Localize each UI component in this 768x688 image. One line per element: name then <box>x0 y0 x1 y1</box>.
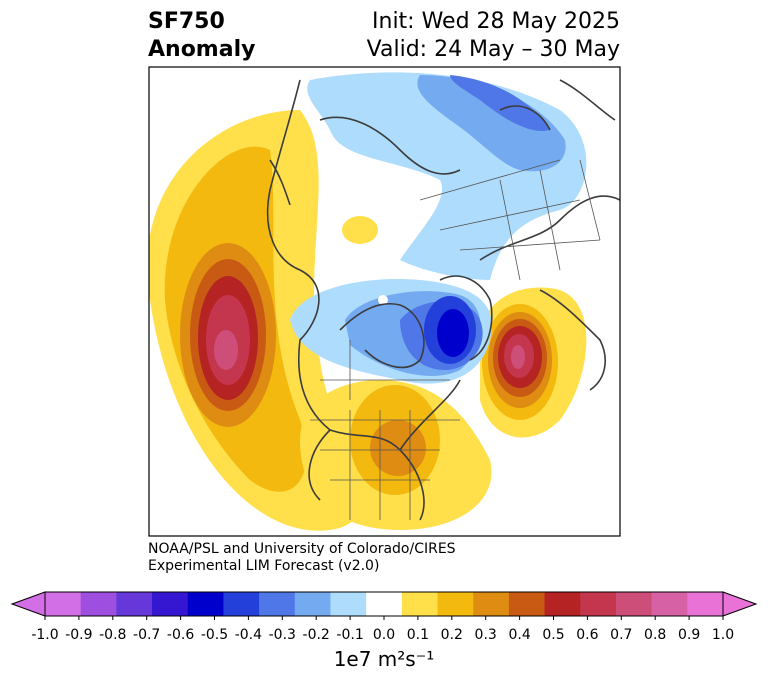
colorbar-swatch <box>45 592 82 616</box>
colorbar-tick-label: 0.8 <box>644 627 667 643</box>
title-right: Init: Wed 28 May 2025 Valid: 24 May – 30… <box>367 8 620 64</box>
colorbar <box>10 591 758 620</box>
colorbar-swatch <box>580 592 617 616</box>
colorbar-tick-label: -0.5 <box>200 627 229 643</box>
colorbar-tick-label: -0.2 <box>302 627 330 643</box>
colorbar-tick-label: -0.4 <box>234 627 263 643</box>
colorbar-swatch <box>330 592 367 616</box>
colorbar-swatch <box>687 592 724 616</box>
colorbar-extend-high <box>722 591 758 617</box>
siberia-trough-anomaly <box>307 72 587 280</box>
colorbar-tick-label: -0.9 <box>65 627 93 643</box>
valid-range: Valid: 24 May – 30 May <box>366 37 620 62</box>
colorbar-tick-label: 0.2 <box>440 627 463 643</box>
colorbar-swatch <box>473 592 510 616</box>
colorbar-swatch <box>116 592 153 616</box>
colorbar-tick-label: -0.8 <box>99 627 127 643</box>
colorbar-tick-label: 0.5 <box>542 627 565 643</box>
colorbar-tick-label: -0.3 <box>268 627 296 643</box>
colorbar-swatch <box>223 592 260 616</box>
colorbar-tick-label: 0.0 <box>372 627 396 643</box>
us-ridge-anomaly <box>300 216 492 530</box>
colorbar-swatch <box>259 592 296 616</box>
colorbar-tick-label: -0.6 <box>166 627 195 643</box>
field-subtitle: Anomaly <box>148 37 256 62</box>
init-date: Init: Wed 28 May 2025 <box>372 9 620 34</box>
colorbar-units: 1e7 m²s⁻¹ <box>333 647 435 671</box>
colorbar-swatch <box>615 592 653 616</box>
colorbar-swatch <box>152 592 189 616</box>
title-left: SF750 Anomaly <box>148 8 255 64</box>
political-borders <box>310 159 601 520</box>
colorbar-tick-label: 0.1 <box>406 627 430 643</box>
colorbar-tick-label: 0.3 <box>474 627 497 643</box>
colorbar-tick-label: 0.9 <box>677 627 701 643</box>
colorbar-swatch <box>508 592 546 616</box>
colorbar-swatch <box>80 592 117 616</box>
field-title: SF750 <box>148 9 225 34</box>
colorbar-tick-label: 1.0 <box>711 627 735 643</box>
colorbar-swatch <box>294 592 331 616</box>
credit-line-2: Experimental LIM Forecast (v2.0) <box>148 558 380 574</box>
colorbar-tick-label: 0.7 <box>610 627 633 643</box>
credit: NOAA/PSL and University of Colorado/CIRE… <box>148 541 456 575</box>
credit-line-1: NOAA/PSL and University of Colorado/CIRE… <box>148 541 456 557</box>
atlantic-ridge-anomaly <box>478 287 587 438</box>
colorbar-swatch <box>651 592 688 616</box>
colorbar-tick-label: 0.6 <box>576 627 599 643</box>
colorbar-swatch <box>437 592 474 616</box>
map-panel <box>149 67 620 536</box>
colorbar-swatch <box>366 592 403 616</box>
colorbar-tick-label: 0.4 <box>508 627 531 643</box>
colorbar-swatch <box>544 592 581 616</box>
colorbar-tick-label: -0.7 <box>133 627 161 643</box>
colorbar-swatch <box>187 592 224 616</box>
map-frame <box>148 66 621 537</box>
colorbar-extend-low <box>10 591 46 617</box>
canada-trough-anomaly <box>290 279 492 384</box>
colorbar-tick-label: -0.1 <box>336 627 364 643</box>
colorbar-tick-label: -1.0 <box>31 627 59 643</box>
colorbar-swatch <box>401 592 439 616</box>
